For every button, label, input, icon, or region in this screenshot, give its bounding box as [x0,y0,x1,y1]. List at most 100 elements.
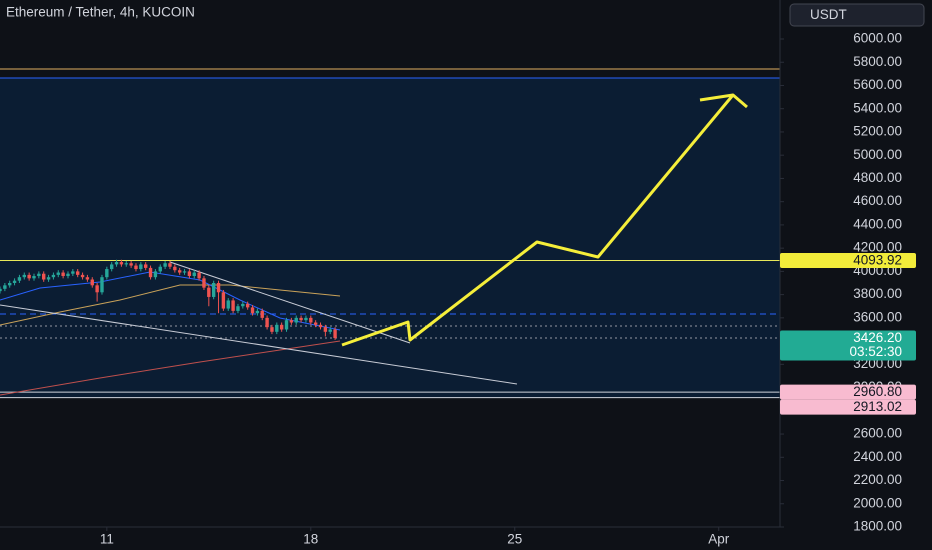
y-tick-label: 2600.00 [853,426,902,441]
y-tick-label: 2000.00 [853,495,902,510]
axes-layer: 1800.002000.002200.002400.002600.002800.… [100,31,916,547]
price-label: 4093.92 [853,252,902,267]
y-tick-label: 5200.00 [853,124,902,139]
candle-body [119,262,124,265]
candle-body [100,277,104,293]
candle-body [95,285,99,293]
trendline [169,261,411,344]
candle-body [221,292,226,309]
moving-average [0,340,341,396]
candle-body [80,274,85,278]
candle-body [299,317,303,321]
time-axis [0,527,780,550]
candle-body [32,276,36,279]
candle-body [226,300,230,309]
candle-body [3,285,7,289]
candle-body [56,272,60,275]
candle-body [309,317,313,323]
x-tick-label: 18 [303,532,318,547]
price-label-box [780,399,916,415]
candle-body [333,329,337,339]
y-tick-label: 4600.00 [853,193,902,208]
candle-body [124,263,128,265]
candle-body [318,324,323,328]
candle-body [8,283,12,286]
price-axis [780,0,932,550]
candle-body [207,287,211,297]
candle-body [182,271,187,273]
candle-body [211,283,216,297]
levels-layer [0,68,780,399]
y-tick-label: 3800.00 [853,286,902,301]
y-tick-label: 4400.00 [853,216,902,231]
candle-body [231,300,235,311]
candle-body [275,324,279,332]
zone [0,78,780,398]
candle-body [265,317,269,328]
candle-body [143,264,148,268]
candle-body [279,324,284,330]
candle-body [76,271,80,275]
candle-body [139,264,143,270]
price-label: 2960.80 [853,384,902,399]
candle-body [245,303,250,308]
candle-body [114,262,119,265]
price-label-box [780,384,916,400]
candle-body [42,273,46,280]
candle-body [313,322,318,325]
arrow-head [699,93,748,109]
candle-body [46,277,51,280]
candle-body [323,327,328,332]
moving-average [0,284,341,326]
candle-body [51,274,56,278]
candle-body [163,263,167,267]
x-tick-label: 25 [507,532,522,547]
candle-body [192,272,196,277]
candle-body [260,310,264,318]
y-tick-label: 5600.00 [853,77,902,92]
price-label-box [780,252,916,268]
countdown: 03:52:30 [849,344,902,359]
candle-body [255,310,260,314]
candle-body [173,266,177,271]
candle-body [90,279,94,286]
candle-body [168,263,172,267]
candle-body [177,270,182,273]
candle-body [216,283,221,293]
y-tick-label: 4200.00 [853,240,902,255]
candle-body [270,327,274,332]
candle-body [85,277,90,280]
x-tick-label: Apr [708,532,730,547]
y-tick-label: 4800.00 [853,170,902,185]
candle-body [294,317,298,323]
y-tick-label: 5800.00 [853,54,902,69]
candle-body [289,320,294,323]
candle-body [61,272,65,277]
candle-body [27,274,31,279]
candle-body [37,273,41,277]
price-label: 3426.20 [853,330,902,345]
chart-title: Ethereum / Tether, 4h, KUCOIN [6,5,195,20]
candle-body [158,266,162,272]
candle-body [71,271,75,274]
candle-body [304,317,308,321]
candle-body [250,307,255,314]
y-tick-label: 2400.00 [853,449,902,464]
x-tick-label: 11 [100,532,114,547]
candle-body [197,272,201,279]
y-tick-label: 6000.00 [853,31,902,46]
candle-body [66,273,70,277]
currency: USDT [810,7,847,22]
candle-body [236,306,240,311]
moving-average [0,271,341,331]
y-tick-label: 5000.00 [853,147,902,162]
currency-button[interactable] [789,3,925,27]
candle-body [0,288,2,292]
y-tick-label: 1800.00 [853,519,902,534]
candle-body [105,269,109,278]
candle-body [187,271,192,277]
candle-body [328,329,332,332]
candle-body [22,274,26,278]
trendline [0,304,518,385]
y-tick-label: 3600.00 [853,309,902,324]
